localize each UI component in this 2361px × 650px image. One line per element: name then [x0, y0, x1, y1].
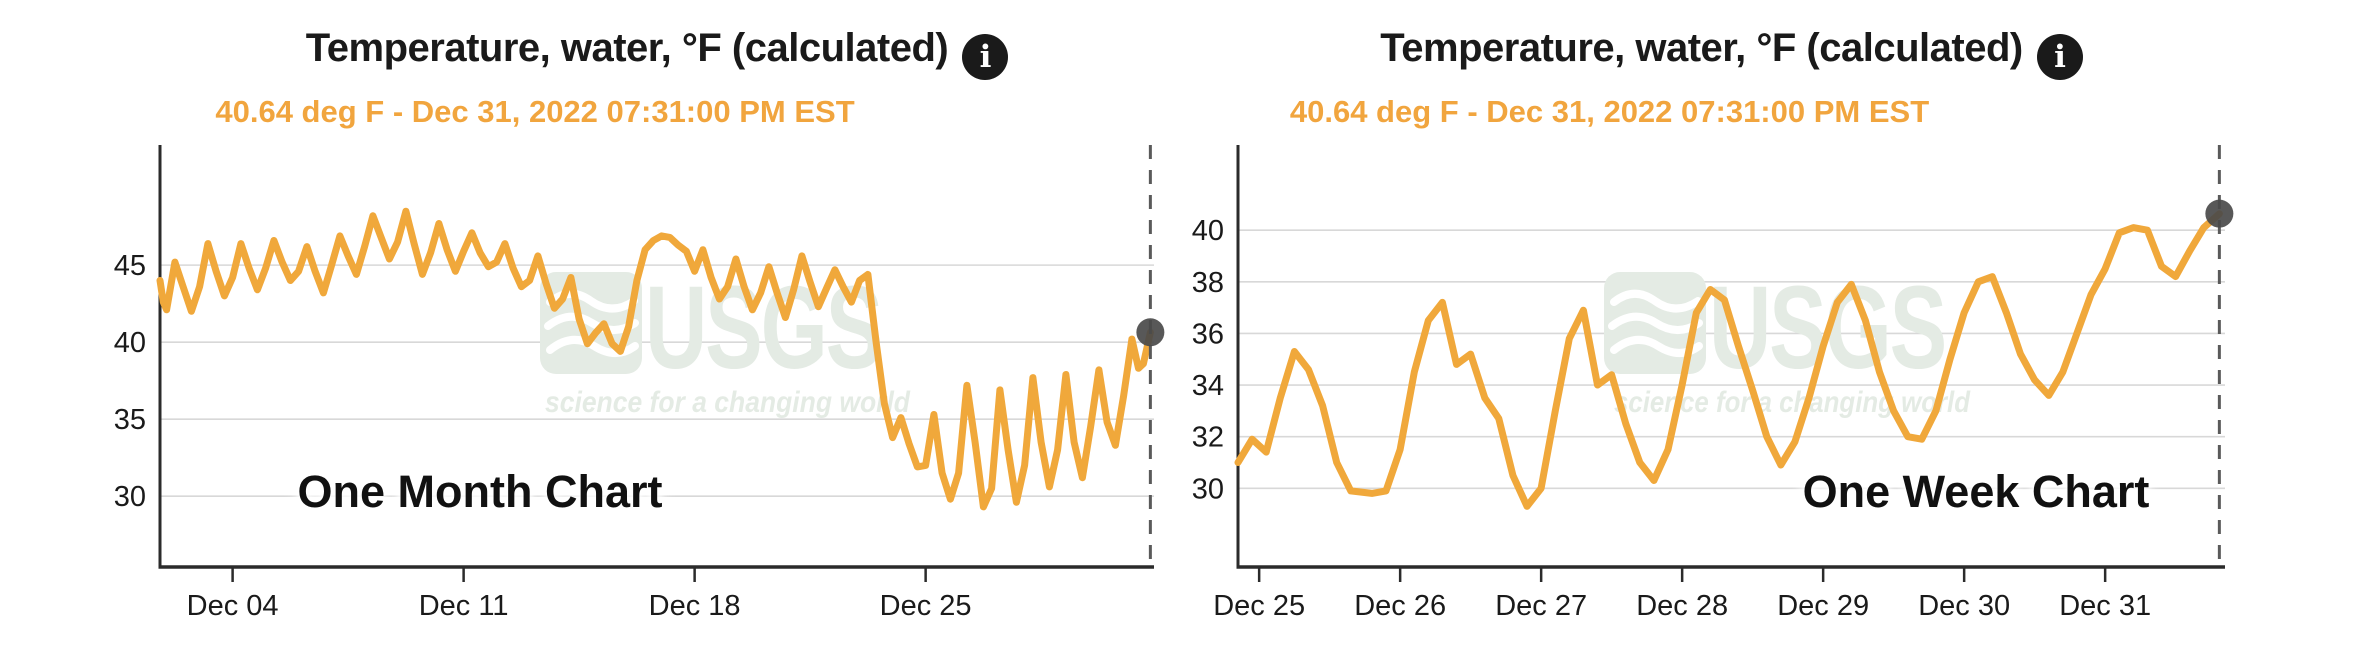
chart-header: Temperature, water, °F (calculated) i	[1238, 26, 2225, 80]
x-tick-label: Dec 28	[1636, 590, 1728, 622]
latest-value-marker	[1136, 318, 1165, 347]
y-tick-label: 45	[114, 250, 146, 282]
latest-value-subtitle: 40.64 deg F - Dec 31, 2022 07:31:00 PM E…	[1289, 94, 1930, 129]
y-tick-label: 34	[1192, 370, 1224, 402]
y-tick-label: 40	[1192, 215, 1224, 247]
usgs-watermark-tagline: science for a changing world	[1614, 386, 1971, 419]
x-tick-label: Dec 30	[1918, 590, 2010, 622]
y-tick-label: 38	[1192, 267, 1224, 299]
x-tick-label: Dec 25	[1213, 590, 1305, 622]
usgs-logo-icon	[1604, 272, 1706, 374]
chart-title: Temperature, water, °F (calculated)	[305, 26, 949, 70]
latest-value-marker	[2205, 199, 2234, 228]
x-tick-label: Dec 26	[1354, 590, 1446, 622]
x-tick-label: Dec 29	[1777, 590, 1869, 622]
usgs-watermark-tagline: science for a changing world	[545, 386, 911, 419]
latest-value-subtitle: 40.64 deg F - Dec 31, 2022 07:31:00 PM E…	[215, 94, 855, 129]
temperature-series-line	[156, 207, 1154, 511]
x-tick-label: Dec 04	[187, 590, 279, 622]
y-tick-label: 32	[1192, 422, 1224, 454]
chart-period-label: One Month Chart	[297, 466, 663, 517]
one-week-chart-panel: USGS science for a changing world Dec 25 De…	[1181, 0, 2361, 650]
chart-period-label: One Week Chart	[1802, 466, 2150, 517]
y-tick-label: 35	[114, 404, 146, 436]
x-tick-label: Dec 27	[1495, 590, 1587, 622]
x-tick-label: Dec 25	[880, 590, 972, 622]
x-tick-label: Dec 31	[2059, 590, 2151, 622]
y-tick-label: 40	[114, 327, 146, 359]
x-tick-label: Dec 18	[649, 590, 741, 622]
chart-header: Temperature, water, °F (calculated) i	[160, 26, 1154, 80]
y-tick-label: 30	[1192, 473, 1224, 505]
y-tick-label: 36	[1192, 318, 1224, 350]
chart-title: Temperature, water, °F (calculated)	[1380, 26, 2023, 70]
info-icon[interactable]: i	[962, 34, 1009, 80]
y-tick-label: 30	[114, 481, 146, 513]
info-icon[interactable]: i	[2036, 34, 2083, 80]
one-month-chart-panel: USGS science for a changing world Dec 04 De…	[114, 26, 1165, 622]
temperature-series-line	[1234, 210, 2223, 510]
x-tick-label: Dec 11	[419, 590, 509, 622]
